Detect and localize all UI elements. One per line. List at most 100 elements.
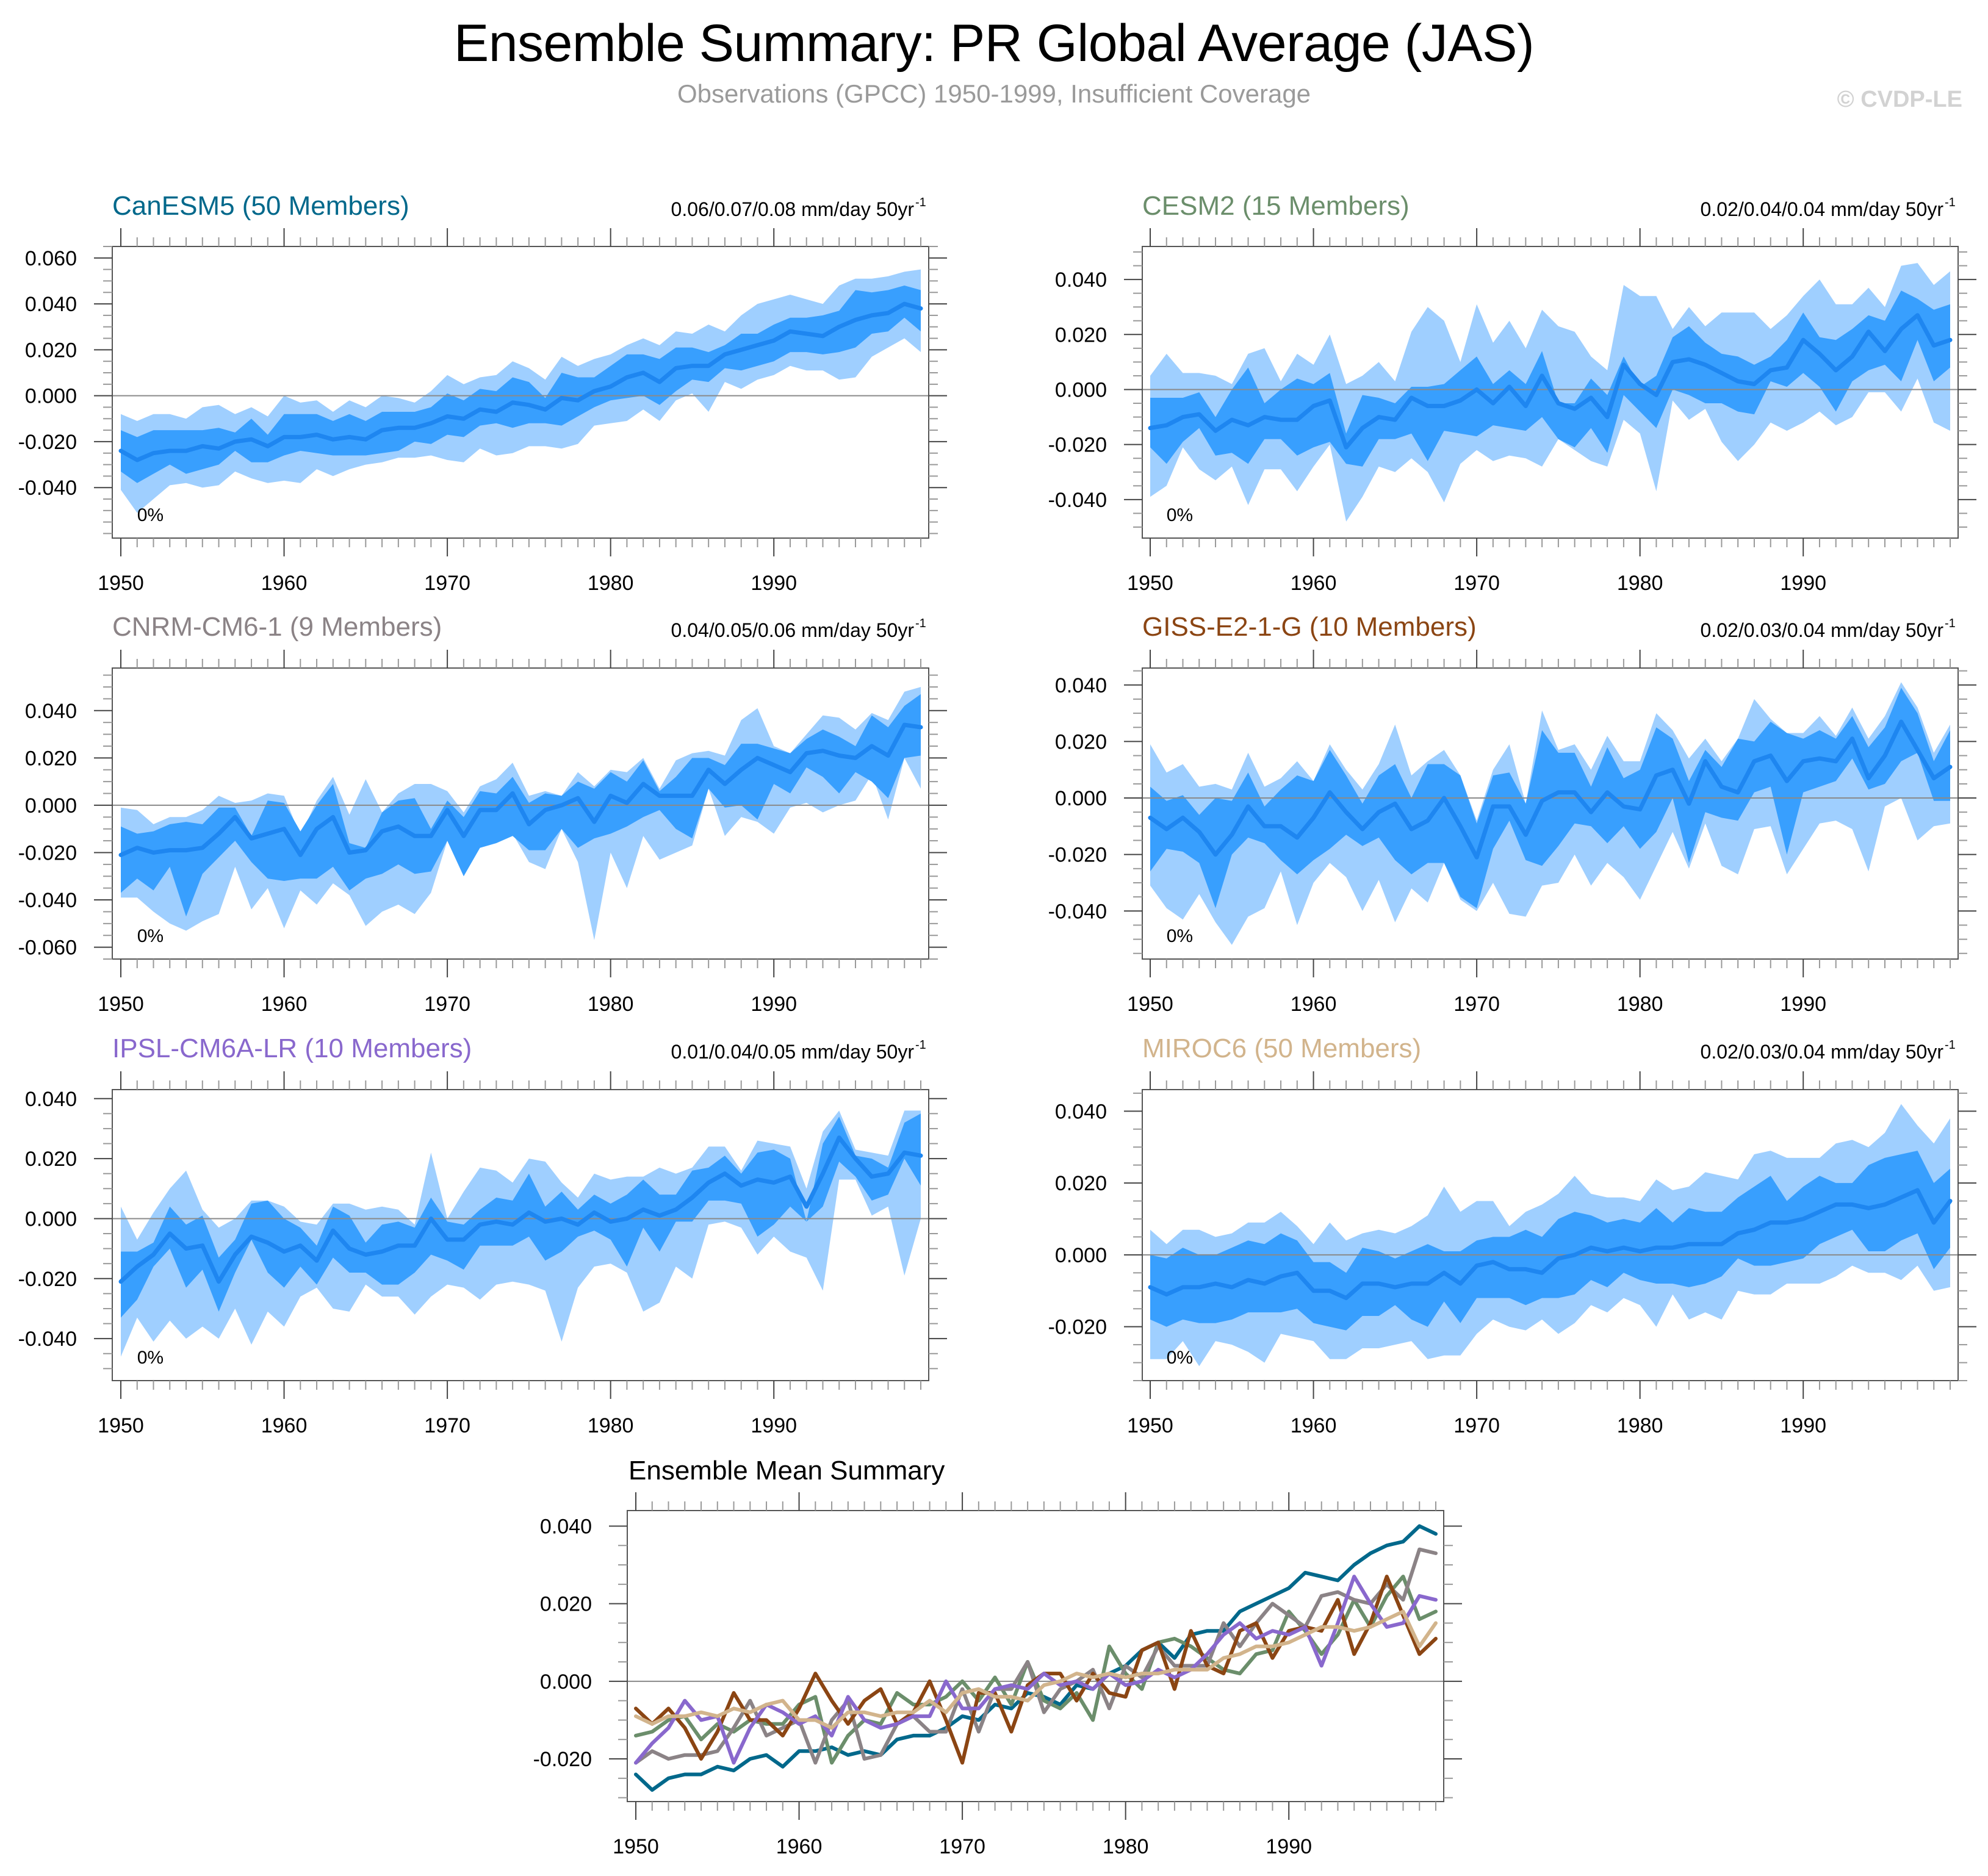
- panel-title: IPSL-CM6A-LR (10 Members): [112, 1033, 472, 1063]
- plot-area: [112, 269, 929, 513]
- series-line-canesm5: [634, 1524, 1438, 1792]
- y-tick-label: -0.040: [18, 476, 77, 500]
- coverage-percent-label: 0%: [137, 926, 164, 946]
- x-tick-label: 1990: [1780, 993, 1826, 1016]
- x-tick-label: 1950: [98, 1414, 144, 1437]
- y-tick-label: 0.040: [25, 700, 77, 723]
- x-tick-label: 1950: [613, 1835, 659, 1858]
- y-tick-label: 0.040: [25, 1088, 77, 1111]
- x-tick-label: 1980: [588, 993, 634, 1016]
- trend-label: 0.04/0.05/0.06 mm/day 50yr: [671, 619, 915, 641]
- series-line-miroc6: [634, 1609, 1438, 1730]
- x-tick-label: 1950: [1127, 572, 1173, 595]
- trend-label-superscript: -1: [1945, 617, 1956, 630]
- plot-frame: [1142, 667, 1959, 960]
- trend-label: 0.06/0.07/0.08 mm/day 50yr: [671, 198, 915, 220]
- x-tick-label: 1950: [98, 993, 144, 1016]
- x-tick-label: 1960: [1291, 993, 1337, 1016]
- x-tick-label: 1970: [939, 1835, 985, 1858]
- panel-bottom-center: Ensemble Mean Summary 1950 1960 1970 1980 199…: [533, 1456, 1462, 1858]
- y-tick-label: 0.000: [25, 794, 77, 818]
- x-tick-label: 1950: [1127, 1414, 1173, 1437]
- figure-title: Ensemble Summary: PR Global Average (JAS…: [453, 14, 1535, 73]
- panel-top-right: CESM2 (15 Members) 0.02/0.04/0.04 mm/day …: [1048, 191, 1976, 595]
- x-tick-label: 1970: [1453, 1414, 1500, 1437]
- y-tick-label: 0.020: [540, 1593, 592, 1616]
- y-tick-label: 0.040: [540, 1515, 592, 1538]
- panel-title: Ensemble Mean Summary: [628, 1456, 945, 1486]
- x-tick-label: 1980: [1617, 1414, 1663, 1437]
- panel-bottom-right: MIROC6 (50 Members) 0.02/0.03/0.04 mm/day…: [1048, 1033, 1976, 1437]
- x-tick-label: 1960: [1291, 572, 1337, 595]
- y-tick-label: -0.020: [18, 431, 77, 454]
- figure-subtitle: Observations (GPCC) 1950-1999, Insuffici…: [677, 79, 1311, 108]
- y-tick-label: 0.040: [1055, 674, 1107, 697]
- coverage-percent-label: 0%: [1167, 505, 1193, 525]
- plot-frame: [112, 246, 929, 539]
- trend-label: 0.02/0.03/0.04 mm/day 50yr: [1701, 619, 1944, 641]
- plot-area: [112, 687, 929, 940]
- panel-middle-left: CNRM-CM6-1 (9 Members) 0.04/0.05/0.06 mm/…: [18, 612, 947, 1016]
- trend-label: 0.01/0.04/0.05 mm/day 50yr: [671, 1041, 915, 1063]
- x-tick-label: 1970: [424, 572, 470, 595]
- coverage-percent-label: 0%: [137, 505, 164, 525]
- x-tick-label: 1990: [1780, 572, 1826, 595]
- y-tick-label: -0.020: [1048, 434, 1107, 457]
- x-tick-label: 1970: [1453, 572, 1500, 595]
- plot-area: [1142, 682, 1958, 945]
- plot-frame: [112, 1089, 929, 1381]
- plot-area: [1142, 1104, 1958, 1367]
- x-tick-label: 1980: [588, 1414, 634, 1437]
- band-25-75: [121, 286, 921, 483]
- coverage-percent-label: 0%: [137, 1348, 164, 1368]
- y-tick-label: -0.020: [533, 1748, 592, 1771]
- y-tick-label: -0.020: [18, 841, 77, 864]
- trend-label: 0.02/0.04/0.04 mm/day 50yr: [1701, 198, 1944, 220]
- panel-bottom-left: IPSL-CM6A-LR (10 Members) 0.01/0.04/0.05 …: [18, 1033, 947, 1437]
- plot-frame: [1142, 246, 1959, 539]
- plot-area: [627, 1524, 1444, 1792]
- x-tick-label: 1980: [1103, 1835, 1149, 1858]
- x-tick-label: 1990: [1780, 1414, 1826, 1437]
- panel-title: GISS-E2-1-G (10 Members): [1142, 612, 1477, 642]
- trend-label-superscript: -1: [915, 1038, 926, 1052]
- x-tick-label: 1980: [1617, 993, 1663, 1016]
- plot-area: [1142, 263, 1958, 522]
- trend-label-superscript: -1: [1945, 1038, 1956, 1052]
- y-tick-label: -0.040: [18, 889, 77, 912]
- x-tick-label: 1950: [1127, 993, 1173, 1016]
- y-tick-label: 0.000: [25, 1207, 77, 1231]
- y-tick-label: 0.060: [25, 247, 77, 270]
- panel-title: MIROC6 (50 Members): [1142, 1033, 1421, 1063]
- series-line-cnrm-cm6-1: [634, 1547, 1438, 1765]
- panel-title: CNRM-CM6-1 (9 Members): [112, 612, 442, 642]
- ensemble-mean-line: [118, 1135, 923, 1284]
- y-tick-label: -0.020: [1048, 1316, 1107, 1339]
- band-25-75: [1150, 1151, 1950, 1331]
- y-tick-label: -0.020: [18, 1268, 77, 1291]
- y-tick-label: 0.040: [1055, 268, 1107, 292]
- x-tick-label: 1960: [261, 993, 308, 1016]
- x-tick-label: 1990: [751, 572, 797, 595]
- y-tick-label: -0.060: [18, 936, 77, 960]
- trend-label-superscript: -1: [915, 196, 926, 209]
- y-tick-label: 0.020: [25, 339, 77, 362]
- band-25-75: [1150, 290, 1950, 467]
- y-tick-label: 0.020: [1055, 730, 1107, 753]
- ensemble-mean-line: [1148, 719, 1953, 860]
- y-tick-label: 0.000: [1055, 787, 1107, 810]
- y-tick-label: -0.040: [1048, 900, 1107, 923]
- y-tick-label: 0.020: [25, 1148, 77, 1171]
- y-tick-label: 0.020: [1055, 1172, 1107, 1195]
- panel-middle-right: GISS-E2-1-G (10 Members) 0.02/0.03/0.04 m…: [1048, 612, 1976, 1016]
- x-tick-label: 1970: [424, 993, 470, 1016]
- x-tick-label: 1990: [751, 993, 797, 1016]
- ensemble-mean-line: [118, 301, 923, 462]
- x-tick-label: 1960: [261, 1414, 308, 1437]
- x-tick-label: 1990: [1266, 1835, 1312, 1858]
- trend-label-superscript: -1: [915, 617, 926, 630]
- panel-top-left: CanESM5 (50 Members) 0.06/0.07/0.08 mm/da…: [18, 191, 947, 595]
- y-tick-label: -0.040: [18, 1328, 77, 1351]
- y-tick-label: 0.040: [1055, 1100, 1107, 1123]
